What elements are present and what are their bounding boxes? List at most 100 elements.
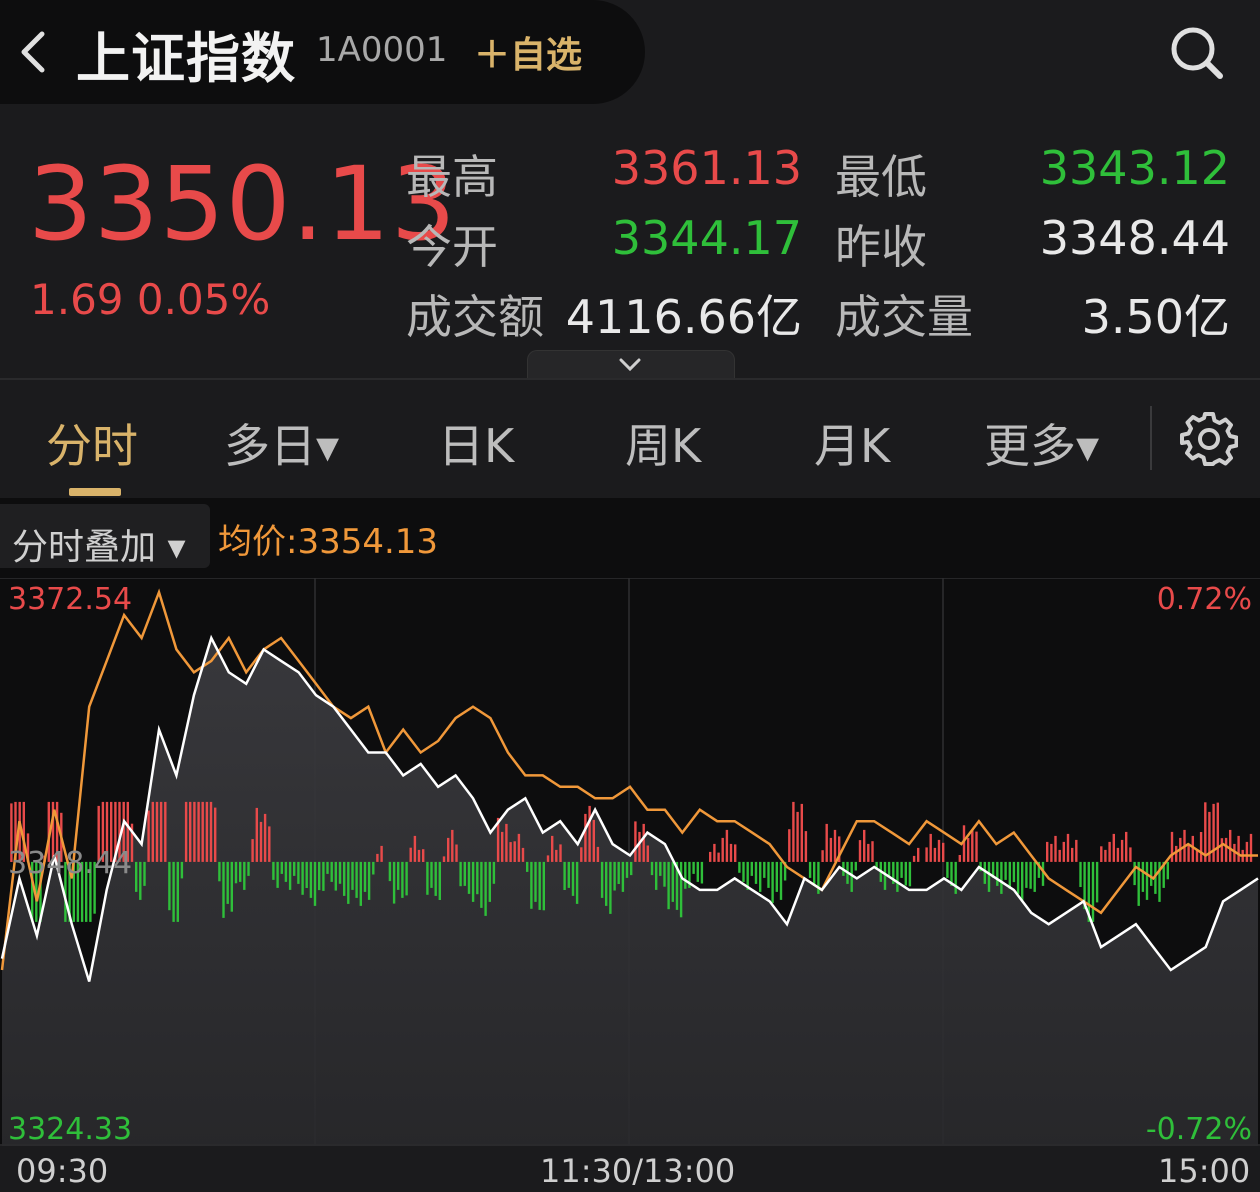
volume-bar-up [942, 842, 945, 862]
volume-bar-down [288, 861, 292, 890]
stat-value-open: 3344.17 [611, 211, 802, 265]
header: 上证指数 1A0001 ＋自选 [0, 0, 1260, 105]
volume-bar-up [584, 813, 587, 862]
volume-bar-up [164, 801, 167, 862]
volume-bar-down [351, 861, 354, 890]
series-line-orange [0, 588, 1258, 971]
volume-bar-down [667, 861, 670, 910]
tab-intraday[interactable]: 分时 [46, 419, 138, 473]
volume-bar-down [908, 861, 912, 887]
volume-bar-down [355, 861, 358, 898]
tab-weekly-k[interactable]: 周K [625, 419, 702, 473]
volume-bar-up [788, 829, 791, 862]
volume-bar-down [85, 861, 88, 922]
volume-bar-up [417, 849, 421, 862]
tab-multi-day[interactable]: 多日▾ [224, 419, 340, 473]
volume-bar-down [305, 861, 308, 888]
volume-bar-up [1187, 843, 1190, 862]
volume-bar-up [1116, 847, 1120, 862]
tab-daily-k[interactable]: 日K [438, 419, 515, 473]
volume-bar-down [526, 861, 529, 872]
volume-bar-down [575, 861, 579, 904]
volume-bar-down [617, 861, 620, 884]
volume-bar-down [276, 861, 279, 888]
volume-bar-up [517, 833, 521, 862]
volume-bar-down [987, 861, 991, 892]
volume-bar-up [933, 847, 937, 862]
volume-bar-up [1100, 846, 1103, 862]
expand-quote-button[interactable] [527, 350, 735, 381]
volume-bar-up [1108, 841, 1111, 862]
volume-bar-down [1158, 861, 1161, 902]
divider [0, 378, 1260, 380]
volume-bar-up [193, 801, 196, 862]
tab-more[interactable]: 更多▾ [984, 419, 1100, 473]
volume-bar-down [996, 861, 999, 886]
volume-bar-up [975, 831, 978, 862]
volume-bar-down [754, 861, 758, 884]
volume-bar-down [234, 861, 238, 884]
volume-bar-down [1037, 861, 1041, 878]
volume-bar-up [825, 823, 828, 862]
volume-bar-down [89, 861, 92, 922]
volume-bar-up [197, 801, 200, 862]
x-axis: 09:30 11:30/13:00 15:00 [0, 1146, 1260, 1192]
y-min-label: 3324.33 [8, 1112, 132, 1146]
volume-bar-down [750, 861, 753, 876]
volume-bar-down [293, 861, 296, 876]
stat-label-open: 今开 [406, 220, 498, 274]
tab-separator [1150, 406, 1152, 470]
volume-bar-up [413, 835, 417, 862]
volume-bar-down [76, 861, 80, 922]
volume-bar-up [47, 801, 50, 862]
volume-bar-down [64, 861, 67, 922]
volume-bar-up [634, 821, 637, 862]
volume-bar-down [1029, 861, 1032, 889]
tab-monthly-k[interactable]: 月K [814, 419, 891, 473]
intraday-chart[interactable]: 3372.54 3348.44 3324.33 0.72% -0.72% [0, 578, 1260, 1146]
volume-bar-up [792, 801, 795, 862]
volume-bar-down [775, 861, 778, 892]
chevron-left-icon[interactable] [14, 28, 54, 76]
volume-bar-up [546, 855, 550, 862]
title-bar: 上证指数 1A0001 ＋自选 [0, 0, 645, 104]
gear-icon[interactable] [1180, 410, 1238, 468]
volume-bar-down [650, 861, 654, 876]
volume-bar-up [255, 807, 258, 862]
volume-bar-down [72, 861, 75, 922]
volume-bar-up [592, 819, 595, 862]
volume-bar-up [1224, 837, 1228, 862]
volume-bar-up [729, 843, 733, 862]
volume-bar-up [209, 801, 213, 862]
stat-label-high: 最高 [406, 150, 498, 204]
volume-bar-down [1016, 861, 1020, 894]
volume-bar-up [925, 847, 928, 862]
volume-bar-down [280, 861, 283, 874]
volume-bar-down [338, 861, 342, 884]
volume-bar-down [39, 861, 42, 922]
volume-bar-up [800, 803, 803, 862]
volume-bar-up [376, 853, 379, 862]
volume-bar-down [318, 861, 321, 891]
volume-bar-down [954, 861, 957, 894]
volume-bar-up [1066, 833, 1070, 862]
volume-bar-down [600, 861, 604, 898]
y-right-max-label: 0.72% [1157, 582, 1252, 617]
volume-bar-up [1125, 831, 1128, 862]
volume-bar-down [31, 861, 34, 922]
volume-bar-up [14, 801, 17, 862]
volume-bar-down [542, 861, 545, 911]
volume-bar-up [967, 837, 970, 862]
search-icon[interactable] [1166, 22, 1226, 82]
add-favorite-button[interactable]: ＋自选 [474, 26, 582, 78]
volume-bar-down [1154, 861, 1157, 894]
volume-bar-down [813, 861, 816, 886]
volume-bar-up [929, 833, 932, 862]
volume-bar-up [1199, 832, 1203, 862]
volume-bar-up [958, 855, 961, 862]
stock-code: 1A0001 [316, 30, 448, 70]
volume-bar-up [501, 831, 504, 862]
volume-bar-down [1095, 861, 1099, 903]
overlay-dropdown[interactable]: 分时叠加 ▾ [0, 504, 210, 568]
volume-bar-down [426, 861, 429, 895]
